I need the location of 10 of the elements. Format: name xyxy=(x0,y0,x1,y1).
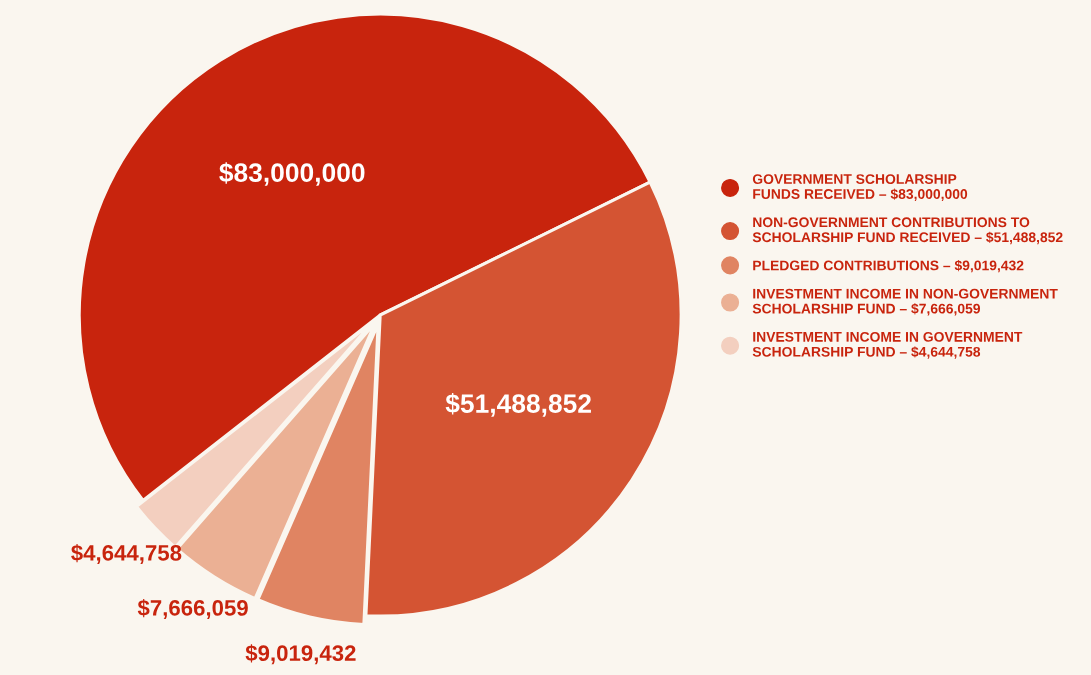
legend-label: NON-GOVERNMENT CONTRIBUTIONS TO SCHOLARSHIP FUND RECEIVED – $51,488,852 xyxy=(752,217,1063,245)
legend-label: INVESTMENT INCOME IN NON-GOVERNMENT SCHOLARSHIP FUND – $7,666,059 xyxy=(752,288,1058,316)
data-label: $4,644,758 xyxy=(71,544,182,564)
data-label: $7,666,059 xyxy=(137,599,248,619)
legend-label: INVESTMENT INCOME IN GOVERNMENT SCHOLARSHIP FUND – $4,644,758 xyxy=(752,331,1023,359)
data-label: $9,019,432 xyxy=(245,644,356,665)
data-label: $51,488,852 xyxy=(445,393,591,417)
data-label: $83,000,000 xyxy=(219,162,365,186)
legend-label: PLEDGED CONTRIBUTIONS – $9,019,432 xyxy=(753,259,1024,273)
legend-label: GOVERNMENT SCHOLARSHIP FUNDS RECEIVED – $83,000,000 xyxy=(752,174,968,201)
